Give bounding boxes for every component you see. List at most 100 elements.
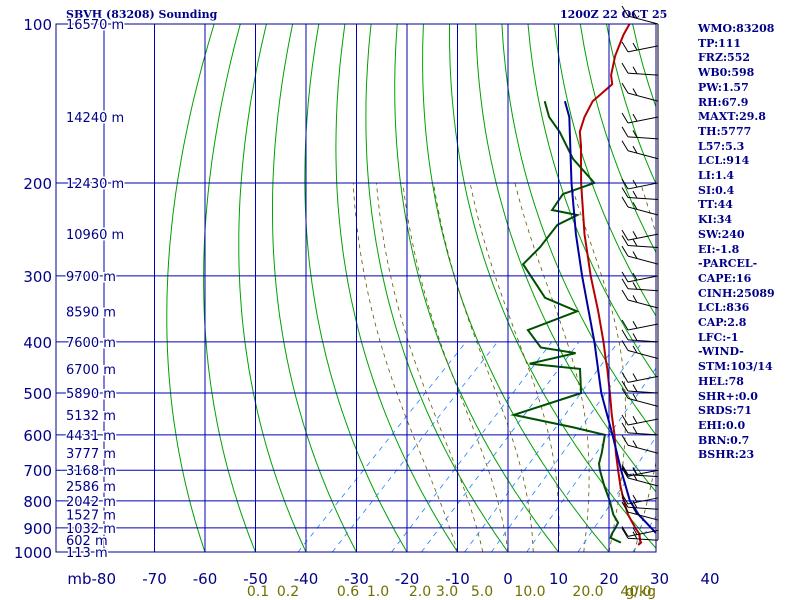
temperature-tick-label: 10 bbox=[549, 570, 568, 588]
wind-barb bbox=[621, 245, 659, 265]
height-label: 10960 m bbox=[66, 228, 124, 243]
dry-adiabat bbox=[203, 24, 256, 552]
index-item: SI:0.4 bbox=[698, 183, 735, 197]
height-label: 7600 m bbox=[66, 336, 116, 351]
temperature-tick-label: -70 bbox=[142, 570, 167, 588]
height-label: 113 m bbox=[66, 546, 108, 561]
pressure-tick-label: 900 bbox=[23, 520, 52, 538]
wind-barb bbox=[621, 41, 659, 53]
index-item: STM:103/14 bbox=[698, 360, 773, 374]
mixing-ratio-label: 5.0 bbox=[471, 584, 493, 600]
wind-barb bbox=[621, 278, 659, 292]
index-item: -PARCEL- bbox=[698, 257, 758, 271]
index-item: EHI:0.0 bbox=[698, 418, 746, 432]
index-item: WB0:598 bbox=[698, 66, 755, 80]
wind-barb bbox=[621, 372, 659, 383]
dry-adiabat bbox=[238, 24, 307, 552]
index-item: BRN:0.7 bbox=[698, 433, 750, 447]
moist-adiabat bbox=[469, 182, 560, 552]
dry-adiabat bbox=[365, 24, 509, 552]
dry-adiabat bbox=[335, 24, 458, 552]
chart-title: SBVH (83208) Sounding bbox=[66, 8, 218, 21]
pressure-tick-label: 800 bbox=[23, 493, 52, 511]
temperature-tick-label: -20 bbox=[395, 570, 420, 588]
temperature-tick-label: -30 bbox=[344, 570, 369, 588]
wind-barb bbox=[621, 464, 659, 478]
wind-barb bbox=[621, 526, 659, 537]
pressure-tick-label: 400 bbox=[23, 334, 52, 352]
dry-adiabat bbox=[501, 24, 656, 436]
wind-barb bbox=[621, 229, 659, 241]
temperature-tick-label: 40 bbox=[700, 570, 719, 588]
index-item: TP:111 bbox=[698, 36, 742, 50]
wind-barb bbox=[621, 388, 659, 407]
dry-adiabat bbox=[527, 24, 656, 378]
index-item: RH:67.9 bbox=[698, 95, 749, 109]
chart-datetime: 1200Z 22 OCT 25 bbox=[560, 8, 668, 21]
dry-adiabat bbox=[579, 24, 656, 254]
mixing-ratio-label: 0.1 bbox=[247, 584, 269, 600]
index-item: LCL:836 bbox=[698, 301, 750, 315]
height-label: 16570 m bbox=[66, 18, 124, 33]
height-label: 1527 m bbox=[66, 509, 116, 524]
wind-barb bbox=[621, 271, 659, 283]
plot-frame bbox=[55, 23, 657, 553]
wind-barb-column bbox=[621, 5, 659, 541]
wind-barb bbox=[621, 340, 659, 359]
dry-adiabat bbox=[394, 24, 559, 552]
wind-barb bbox=[621, 112, 659, 124]
mixing-ratio-line bbox=[577, 436, 656, 552]
wind-barb bbox=[621, 465, 659, 477]
mixing-ratio-line bbox=[464, 341, 619, 552]
wind-barb bbox=[621, 196, 659, 216]
dry-adiabat bbox=[272, 24, 357, 552]
wind-barb bbox=[621, 422, 659, 436]
pressure-tick-label: 100 bbox=[23, 16, 52, 34]
temperature-tick-label: 20 bbox=[599, 570, 618, 588]
height-label: 14240 m bbox=[66, 111, 124, 126]
wind-barb bbox=[621, 82, 659, 102]
wind-barb bbox=[621, 289, 659, 309]
mixing-ratio-line bbox=[297, 341, 467, 552]
height-label: 3168 m bbox=[66, 464, 116, 479]
moist-adiabat bbox=[376, 182, 484, 552]
wind-barb bbox=[621, 527, 659, 541]
wind-barb bbox=[621, 329, 659, 343]
moist-adiabat bbox=[433, 182, 534, 552]
height-label: 1032 m bbox=[66, 522, 116, 537]
index-item: CINH:25089 bbox=[698, 286, 775, 300]
pressure-tick-label: 500 bbox=[23, 385, 52, 403]
wind-barb bbox=[621, 380, 659, 394]
index-item: HEL:78 bbox=[698, 374, 744, 388]
height-label: 12430 m bbox=[66, 177, 124, 192]
moist-adiabat bbox=[514, 182, 590, 552]
wind-barb bbox=[621, 434, 659, 454]
temperature-tick-label: -10 bbox=[445, 570, 470, 588]
wind-barb bbox=[621, 319, 659, 331]
mixing-ratio-line bbox=[491, 341, 643, 552]
height-label: 9700 m bbox=[66, 270, 116, 285]
height-label: 2586 m bbox=[66, 480, 116, 495]
index-item: KI:34 bbox=[698, 213, 733, 227]
mixing-ratio-line bbox=[421, 341, 580, 552]
wind-barb bbox=[621, 140, 659, 160]
mixing-ratio-label: 3.0 bbox=[436, 584, 458, 600]
index-item: CAP:2.8 bbox=[698, 316, 747, 330]
index-item: CAPE:16 bbox=[698, 271, 752, 285]
wind-barb bbox=[621, 501, 659, 521]
wind-barb bbox=[621, 178, 659, 190]
wind-barb bbox=[621, 187, 659, 201]
height-label: 8590 m bbox=[66, 305, 116, 320]
mixing-ratio-label: 1.0 bbox=[367, 584, 389, 600]
pressure-tick-label: 700 bbox=[23, 462, 52, 480]
index-item: EI:-1.8 bbox=[698, 242, 740, 256]
temperature-profile bbox=[578, 24, 643, 546]
moist-adiabat bbox=[402, 182, 509, 552]
temperature-tick-label: 0 bbox=[503, 570, 513, 588]
height-label: 4431 m bbox=[66, 429, 116, 444]
index-item: PW:1.57 bbox=[698, 80, 749, 94]
index-item: WMO:83208 bbox=[698, 22, 775, 35]
wind-barb bbox=[621, 414, 659, 426]
wind-barb bbox=[621, 126, 659, 140]
mixing-ratio-label: 20.0 bbox=[572, 584, 603, 600]
